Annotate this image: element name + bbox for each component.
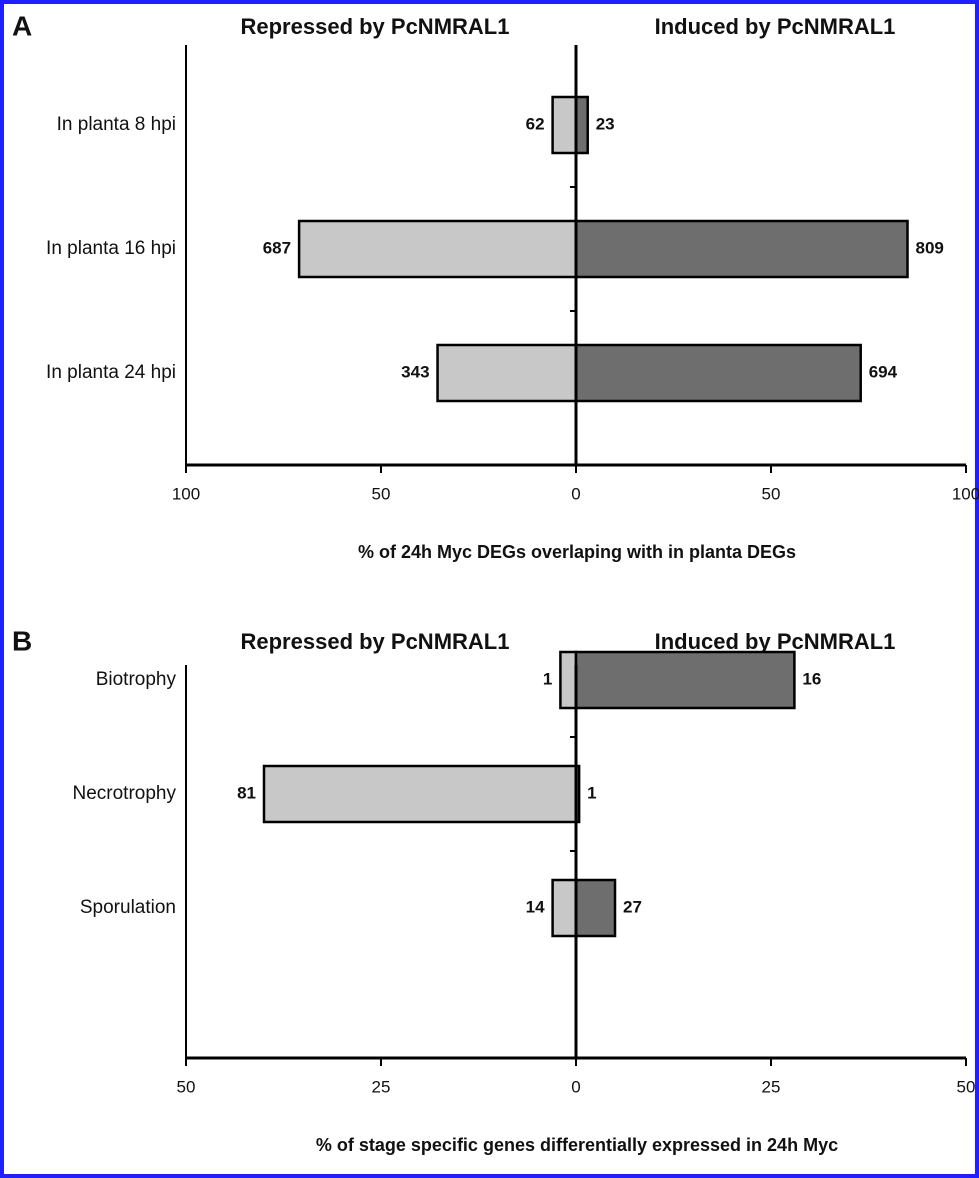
bar xyxy=(559,650,578,710)
category-label: Necrotrophy xyxy=(73,783,177,804)
count-label: 62 xyxy=(526,114,545,133)
x-tick-label: 50 xyxy=(957,1077,976,1096)
bar xyxy=(436,343,578,403)
bar xyxy=(574,95,589,155)
panel-label: B xyxy=(12,625,32,656)
x-tick-label: 50 xyxy=(372,484,391,503)
count-label: 16 xyxy=(802,669,821,688)
count-label: 1 xyxy=(587,783,596,802)
count-label: 809 xyxy=(916,238,944,257)
bar xyxy=(551,95,578,155)
count-label: 81 xyxy=(237,783,256,802)
legend-header: Induced by PcNMRAL1 xyxy=(655,14,896,39)
x-tick-label: 25 xyxy=(372,1077,391,1096)
category-label: In planta 16 hpi xyxy=(46,238,176,259)
category-label: In planta 8 hpi xyxy=(57,114,176,135)
legend-header: Repressed by PcNMRAL1 xyxy=(241,14,510,39)
count-label: 694 xyxy=(869,362,898,381)
x-tick-label: 50 xyxy=(177,1077,196,1096)
legend-header: Induced by PcNMRAL1 xyxy=(655,629,896,654)
x-tick-label: 25 xyxy=(762,1077,781,1096)
bar xyxy=(551,878,578,938)
x-axis-label: % of stage specific genes differentially… xyxy=(316,1135,838,1155)
x-tick-label: 0 xyxy=(571,484,580,503)
legend-header: Repressed by PcNMRAL1 xyxy=(241,629,510,654)
panel-label: A xyxy=(12,10,32,41)
bar xyxy=(297,219,578,279)
bar xyxy=(574,219,909,279)
count-label: 27 xyxy=(623,897,642,916)
bar xyxy=(262,764,578,824)
bar xyxy=(574,878,617,938)
count-label: 23 xyxy=(596,114,615,133)
x-tick-label: 100 xyxy=(172,484,200,503)
bar xyxy=(574,650,796,710)
x-tick-label: 0 xyxy=(571,1077,580,1096)
category-label: Sporulation xyxy=(80,897,176,918)
count-label: 1 xyxy=(543,669,552,688)
count-label: 687 xyxy=(263,238,291,257)
x-axis-label: % of 24h Myc DEGs overlaping with in pla… xyxy=(358,542,796,562)
x-tick-label: 100 xyxy=(952,484,979,503)
category-label: Biotrophy xyxy=(96,669,177,690)
count-label: 343 xyxy=(401,362,429,381)
x-tick-label: 50 xyxy=(762,484,781,503)
count-label: 14 xyxy=(526,897,545,916)
bar xyxy=(574,343,862,403)
category-label: In planta 24 hpi xyxy=(46,362,176,383)
